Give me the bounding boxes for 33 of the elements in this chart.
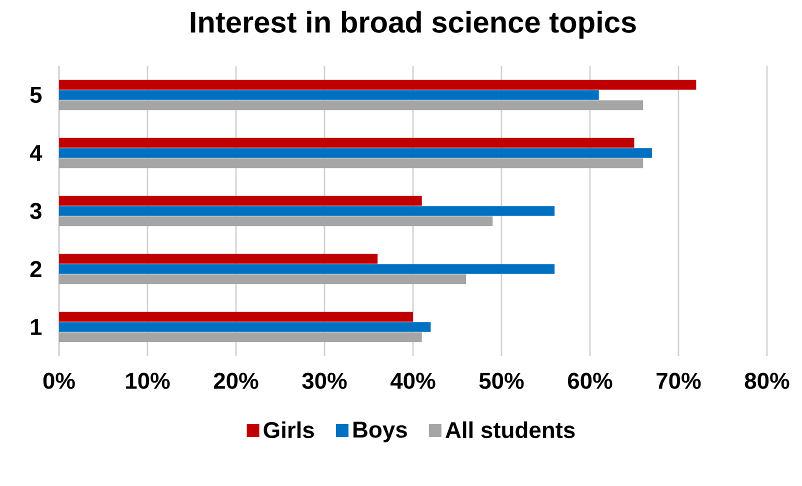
bar — [59, 274, 466, 284]
bar — [59, 80, 696, 90]
bar — [59, 312, 413, 322]
x-tick-label: 40% — [390, 372, 436, 389]
x-tick-label: 80% — [744, 372, 790, 389]
bar — [59, 90, 599, 100]
legend-label: Girls — [264, 421, 314, 438]
legend-label: All students — [446, 421, 575, 438]
y-tick-label: 5 — [30, 87, 42, 103]
x-tick-label: 70% — [656, 372, 701, 389]
bar — [59, 332, 422, 342]
x-tick-label: 0% — [43, 372, 75, 389]
legend-label: Boys — [353, 422, 407, 442]
bar — [59, 206, 555, 216]
x-tick-label: 50% — [479, 372, 524, 389]
x-tick-label: 10% — [126, 372, 170, 389]
y-tick-label: 3 — [30, 202, 42, 220]
bar — [59, 100, 644, 110]
y-tick-label: 4 — [30, 145, 42, 161]
bar — [59, 216, 493, 226]
chart-title: Interest in broad science topics — [190, 10, 636, 39]
y-tick-label: 1 — [30, 319, 42, 335]
x-tick-label: 30% — [302, 372, 347, 389]
x-tick-label: 60% — [568, 372, 612, 389]
bar — [59, 148, 652, 158]
x-tick-label: 20% — [214, 372, 258, 389]
bar — [59, 254, 378, 264]
bar — [59, 158, 644, 168]
bar — [59, 322, 431, 332]
bar — [59, 138, 634, 148]
bar — [59, 264, 555, 274]
y-tick-label: 2 — [30, 261, 42, 277]
bar — [59, 196, 422, 206]
